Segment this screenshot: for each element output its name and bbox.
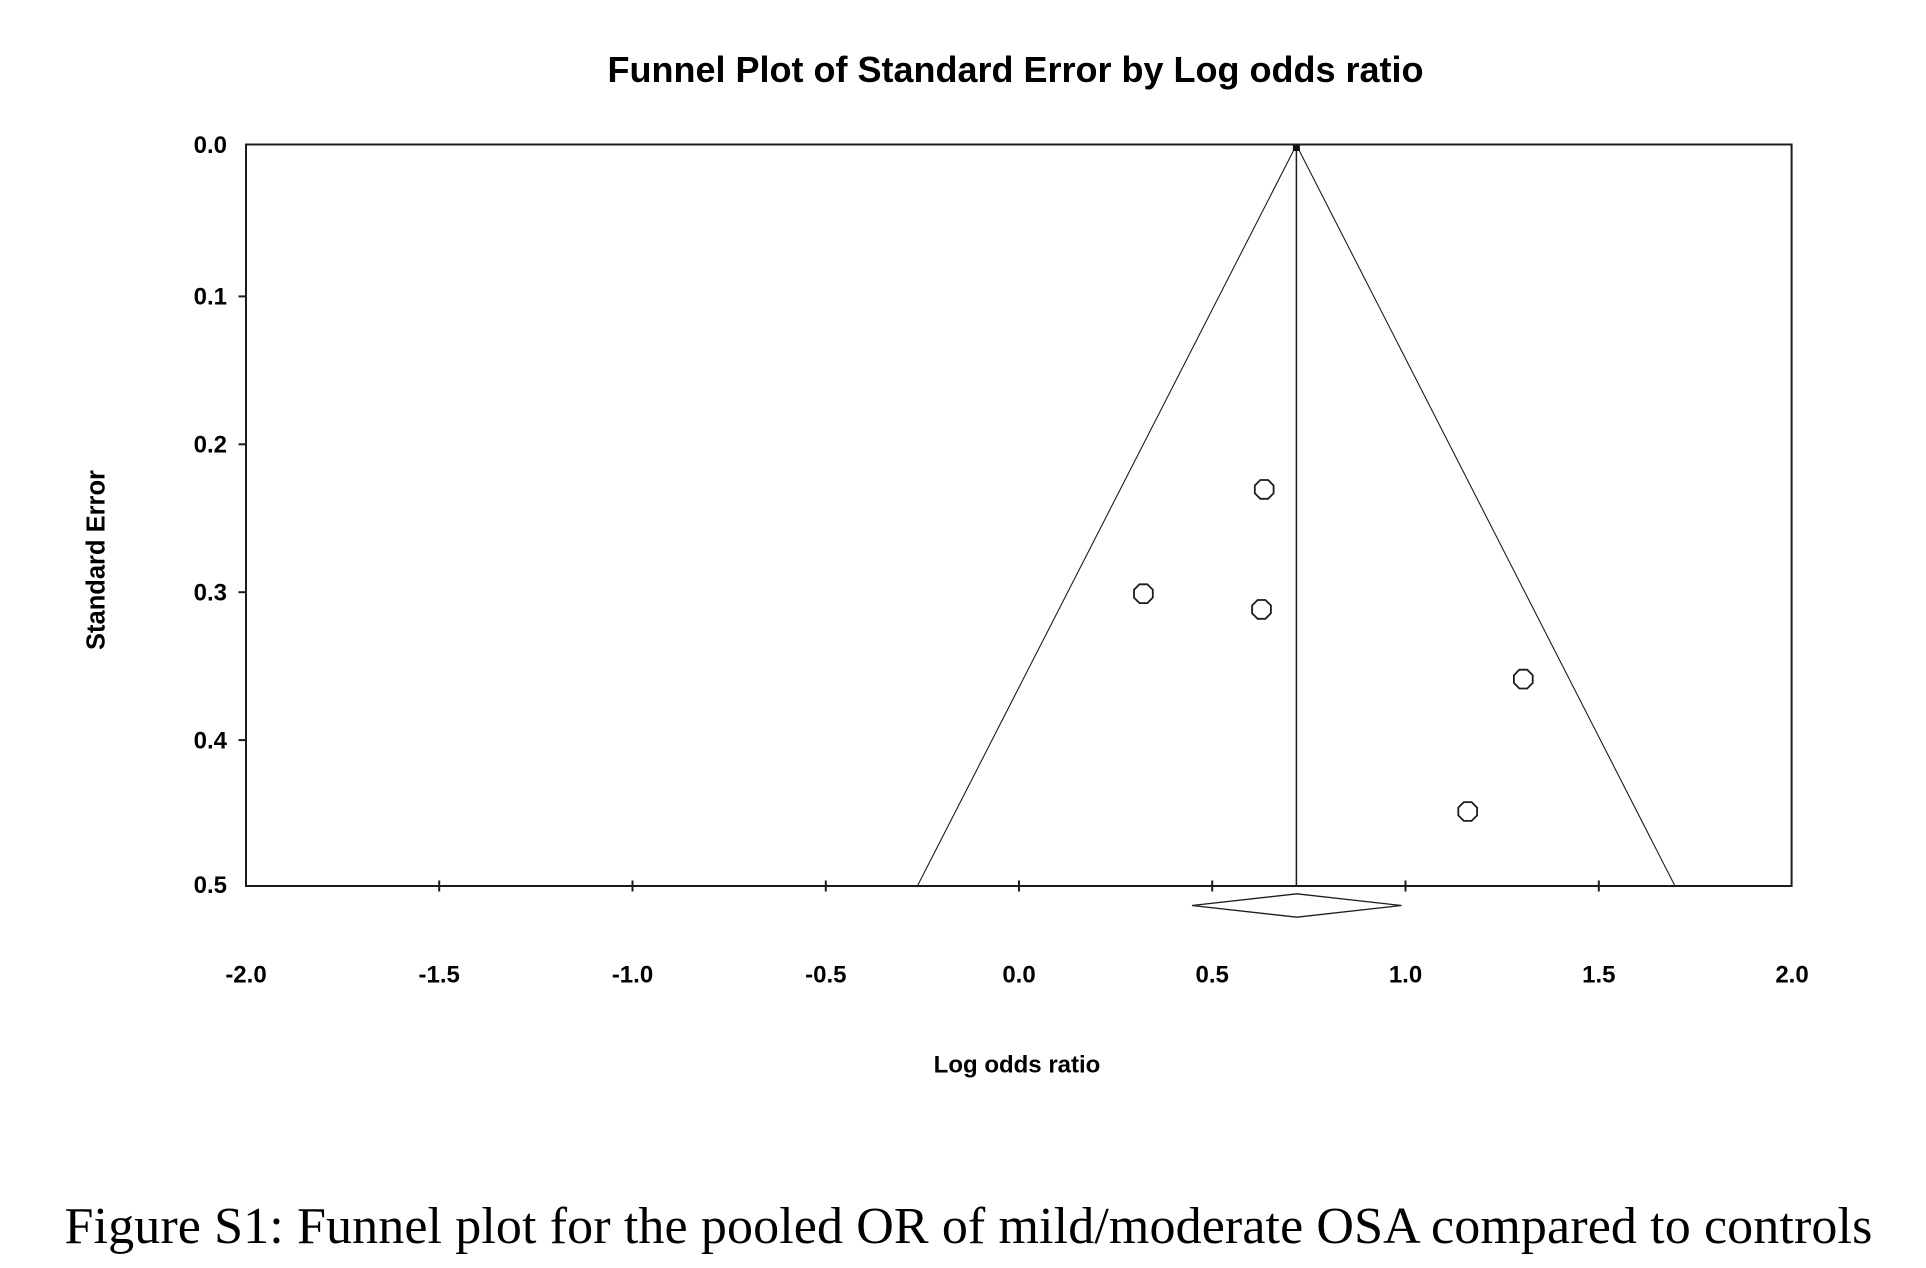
svg-text:2.0: 2.0 xyxy=(1775,962,1808,989)
svg-text:-2.0: -2.0 xyxy=(225,962,266,989)
svg-text:0.5: 0.5 xyxy=(194,872,227,899)
svg-text:-1.0: -1.0 xyxy=(612,962,653,989)
svg-text:1.0: 1.0 xyxy=(1389,962,1422,989)
svg-text:-1.5: -1.5 xyxy=(419,962,460,989)
svg-text:0.0: 0.0 xyxy=(194,132,227,159)
svg-text:0.2: 0.2 xyxy=(194,432,227,459)
svg-text:0.3: 0.3 xyxy=(194,580,227,607)
svg-text:-0.5: -0.5 xyxy=(805,962,846,989)
svg-text:0.1: 0.1 xyxy=(194,284,227,311)
svg-text:1.5: 1.5 xyxy=(1582,962,1615,989)
svg-text:Funnel Plot of Standard Error: Funnel Plot of Standard Error by Log odd… xyxy=(607,49,1423,90)
svg-text:Standard Error: Standard Error xyxy=(82,470,110,650)
svg-text:Figure S1: Funnel plot for the: Figure S1: Funnel plot for the pooled OR… xyxy=(65,1198,1873,1255)
svg-text:0.5: 0.5 xyxy=(1196,962,1229,989)
svg-text:0.0: 0.0 xyxy=(1002,962,1035,989)
svg-text:0.4: 0.4 xyxy=(194,727,228,754)
svg-text:Log odds ratio: Log odds ratio xyxy=(934,1052,1101,1079)
